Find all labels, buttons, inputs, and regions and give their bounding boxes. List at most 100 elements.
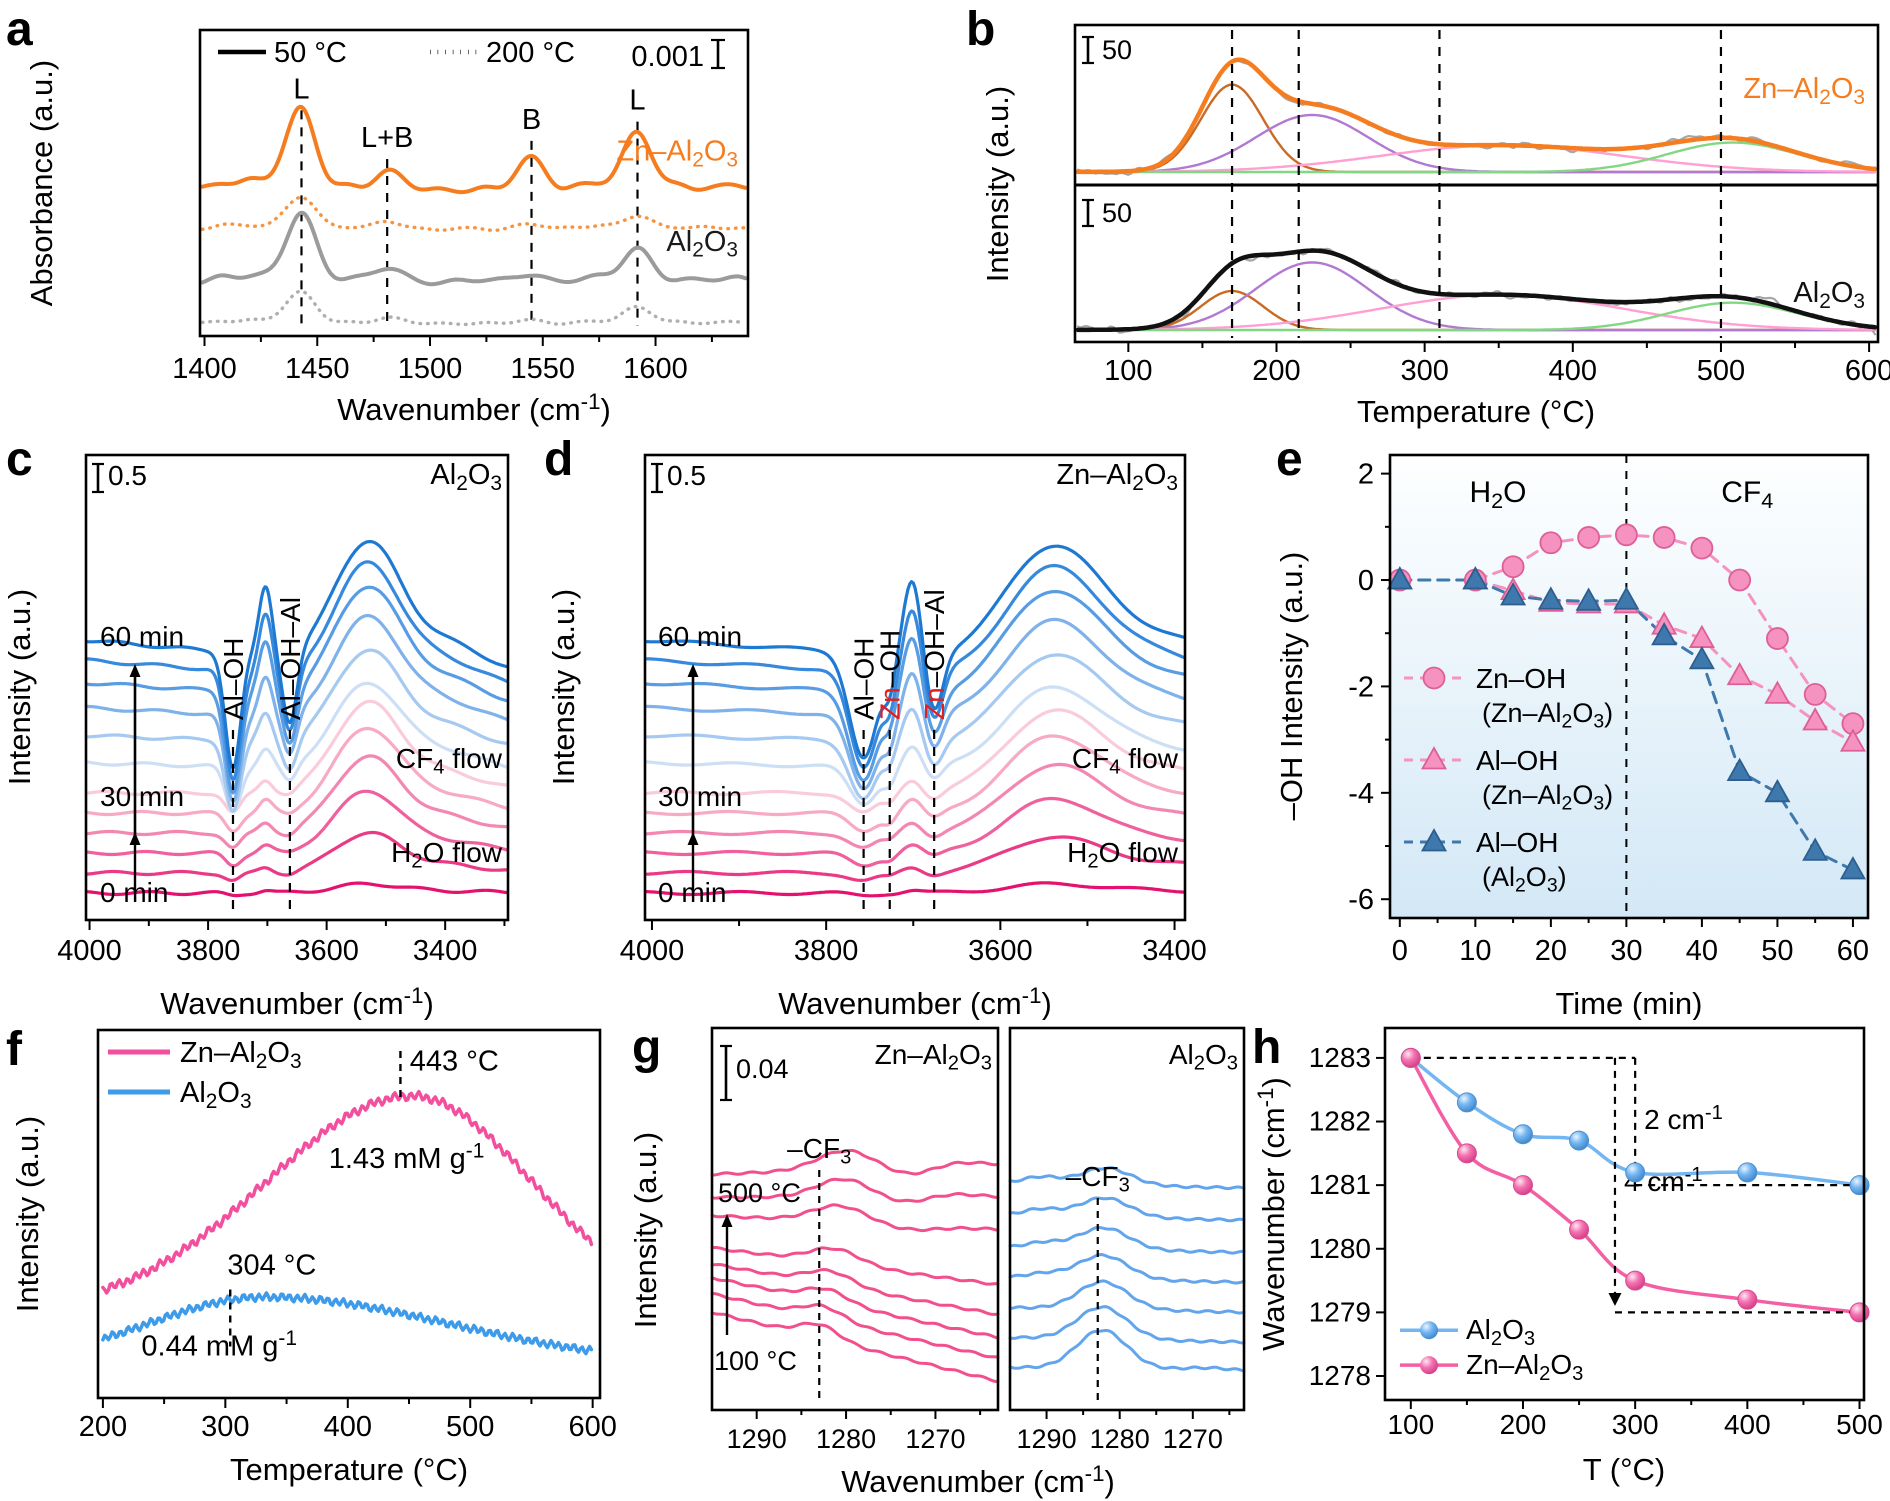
peak-label: L+B <box>361 122 413 154</box>
x-tick-label: 4000 <box>57 935 122 967</box>
time-label-60: 60 min <box>658 621 742 652</box>
f-x-axis-label: Temperature (°C) <box>230 1452 468 1487</box>
panel-c-letter: c <box>6 433 33 486</box>
e-marker <box>1766 627 1789 650</box>
panel-b-chart: 50 50 Zn–Al2O3 Al2O3 100 200 300 400 500 600 Tempe… <box>980 23 1890 429</box>
arrow-head <box>687 832 699 845</box>
h-legend-label: Zn–Al2O3 <box>1466 1349 1583 1385</box>
a-series <box>200 210 748 287</box>
h-x-tick-label: 100 <box>1387 1409 1434 1440</box>
g-x-tick-label: 1270 <box>1163 1424 1223 1454</box>
e-marker <box>1802 837 1829 861</box>
time-series-trace <box>85 585 509 795</box>
e-x-tick-label: 50 <box>1761 935 1793 967</box>
b-x-tick-label: 600 <box>1845 355 1890 387</box>
h-data-point <box>1625 1162 1646 1183</box>
f-x-tick-label: 400 <box>324 1411 372 1443</box>
f-x-tick-label: 200 <box>79 1411 127 1443</box>
a-legend-200C: 200 °C <box>486 37 575 69</box>
b-x-tick-label: 400 <box>1549 355 1597 387</box>
e-marker <box>1420 828 1448 852</box>
e-x-tick-label: 60 <box>1837 935 1869 967</box>
h-data-point <box>1849 1175 1870 1196</box>
e-y-tick-label: 0 <box>1358 565 1374 597</box>
g-sample-label: Zn–Al2O3 <box>875 1039 992 1075</box>
time-series-trace <box>85 727 509 833</box>
time-series-trace <box>85 560 509 782</box>
a-plot-frame <box>198 28 750 338</box>
b-x-tick-label: 100 <box>1104 355 1152 387</box>
h-data-point <box>1737 1289 1758 1310</box>
g-trace <box>710 1263 1000 1316</box>
x-tick-label: 3400 <box>413 935 478 967</box>
g-cf3-label: –CF3 <box>787 1133 851 1169</box>
time-series-trace <box>85 681 509 814</box>
arrow-head <box>687 664 699 677</box>
time-series-trace <box>85 614 509 803</box>
h-data-point <box>1849 1302 1870 1323</box>
time-series-trace <box>645 734 1185 834</box>
panel-f-chart: 443 °C 1.43 mM g-1 304 °C 0.44 mM g-1 Zn–Al2… <box>10 1028 617 1487</box>
g-cf3-label: –CF3 <box>1066 1161 1130 1197</box>
b-sample-label-zn: Zn–Al2O3 <box>1743 73 1865 109</box>
h-x-tick-label: 200 <box>1500 1409 1547 1440</box>
b-x-axis-label: Temperature (°C) <box>1357 394 1595 429</box>
e-marker <box>1537 586 1564 610</box>
panel-a: a L L+B B L 1400 1450 1500 1550 1600 Wavenumber (… <box>0 0 960 430</box>
scale-bar-value: 0.5 <box>667 460 706 491</box>
g-trace <box>1008 1329 1246 1373</box>
panel-h-letter: h <box>1252 1021 1282 1074</box>
time-label-30: 30 min <box>658 781 742 812</box>
f-peak-temp-label: 304 °C <box>227 1250 316 1282</box>
panel-f: f 443 °C 1.43 mM g-1 304 °C 0.44 mM g-1 Zn–A… <box>0 1020 630 1501</box>
time-series-trace <box>645 796 1185 868</box>
e-y-axis-label: –OH Intensity (a.u.) <box>1274 552 1309 821</box>
x-tick-label: 3400 <box>1142 935 1207 967</box>
g-plot-frame <box>710 1026 1000 1412</box>
h2o-flow-label: H2O flow <box>1067 837 1179 873</box>
oh-peak-label: Al–OH <box>218 638 249 720</box>
f-legend-label: Zn–Al2O3 <box>180 1037 302 1073</box>
a-x-tick-label: 1600 <box>623 353 688 385</box>
b-scale-bar-value: 50 <box>1102 35 1132 65</box>
g-y-axis-label: Intensity (a.u.) <box>630 1132 663 1328</box>
a-series <box>200 289 747 327</box>
panel-a-letter: a <box>6 3 33 56</box>
panel-e: e H2O CF4 Zn–OH (Zn–Al2O3) Al–OH (Zn–Al2O3) Al… <box>1270 430 1890 1020</box>
x-axis-label: Wavenumber (cm-1) <box>160 983 434 1020</box>
e-marker <box>1500 582 1527 606</box>
b-fit <box>1075 57 1878 175</box>
panel-d: d Al–OH Zn–OH Zn–OH–Al 4000 3800 3600 3400 Wave… <box>530 430 1270 1020</box>
b-x-tick-label: 200 <box>1252 355 1300 387</box>
cf4-flow-label: CF4 flow <box>396 743 503 779</box>
oh-peak-label: Al–OH <box>849 638 880 720</box>
h-y-tick-label: 1281 <box>1309 1169 1371 1200</box>
h-legend-marker <box>1420 1321 1438 1340</box>
time-series-trace <box>85 789 509 868</box>
panel-f-letter: f <box>6 1023 22 1076</box>
a-series-label: Zn–Al2O3 <box>616 136 738 172</box>
time-series-trace <box>85 540 509 770</box>
g-x-tick-label: 1270 <box>905 1424 965 1454</box>
plot-frame <box>84 453 510 922</box>
time-series-trace <box>85 699 509 814</box>
e-x-tick-label: 10 <box>1459 935 1491 967</box>
g-x-tick-label: 1290 <box>1017 1424 1077 1454</box>
panel-c-chart: Al–OH Al–OH–Al 4000 3800 3600 3400 Wavenumber … <box>2 453 510 1020</box>
b-component <box>1076 144 1877 174</box>
f-quantity-label: 1.43 mM g-1 <box>329 1140 485 1175</box>
e-marker <box>1764 778 1791 803</box>
time-label-0: 0 min <box>100 877 168 908</box>
e-marker <box>1764 680 1791 704</box>
g-x-tick-label: 1290 <box>727 1424 787 1454</box>
h-y-tick-label: 1280 <box>1309 1233 1371 1264</box>
e-legend-name: Zn–OH <box>1476 663 1566 694</box>
x-tick-label: 4000 <box>620 935 685 967</box>
a-x-tick-label: 1500 <box>398 353 463 385</box>
panel-h: h 2 cm-1 4 cm-1 Al2O3 Zn–Al2O3 100 200 300 400 5… <box>1250 1020 1890 1501</box>
g-scale-bar-value: 0.04 <box>736 1054 789 1084</box>
f-x-tick-label: 300 <box>201 1411 249 1443</box>
b-y-axis-label: Intensity (a.u.) <box>980 86 1015 282</box>
g-trace <box>710 1246 1000 1286</box>
